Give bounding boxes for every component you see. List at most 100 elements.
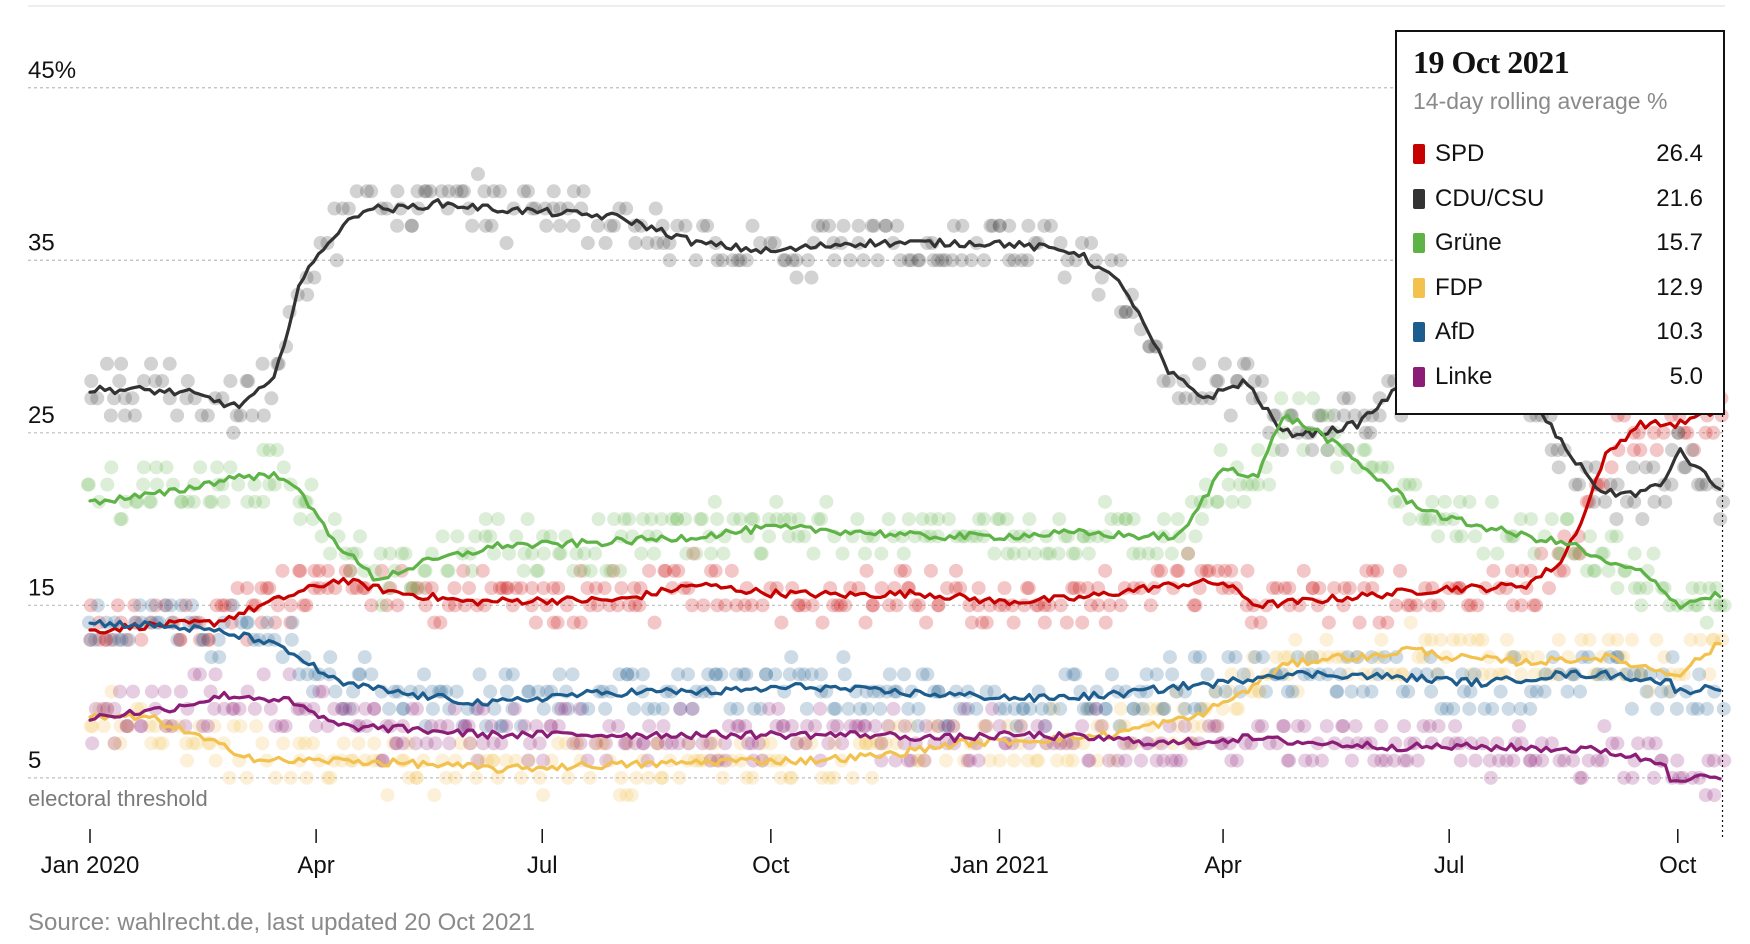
poll-dot — [1336, 391, 1351, 406]
poll-dot — [678, 512, 693, 527]
poll-dot — [962, 598, 977, 613]
poll-dot — [462, 581, 477, 596]
poll-dot — [307, 270, 322, 285]
poll-dot — [121, 719, 136, 734]
poll-dot — [721, 719, 736, 734]
poll-dot — [293, 563, 308, 578]
poll-dot — [1499, 753, 1514, 768]
poll-dot — [551, 581, 566, 596]
poll-dot — [299, 598, 314, 613]
poll-dot — [1253, 615, 1268, 630]
poll-dot — [551, 736, 566, 751]
poll-dot — [612, 788, 627, 803]
poll-dot — [88, 632, 103, 647]
poll-dot — [1276, 719, 1291, 734]
poll-dot — [851, 719, 866, 734]
y-tick-label: 35 — [28, 229, 55, 256]
poll-dot — [478, 512, 493, 527]
poll-dot — [940, 581, 955, 596]
poll-dot — [173, 684, 188, 699]
poll-dot — [1374, 719, 1389, 734]
poll-dot — [396, 701, 411, 716]
poll-dot — [926, 253, 941, 268]
poll-dot — [756, 736, 771, 751]
poll-dot — [878, 218, 893, 233]
poll-dot — [453, 736, 468, 751]
poll-dot — [525, 546, 540, 561]
poll-dot — [671, 563, 686, 578]
poll-dot — [860, 701, 875, 716]
poll-dot — [1296, 563, 1311, 578]
poll-dot — [769, 494, 784, 509]
poll-dot — [889, 598, 904, 613]
poll-dot — [1486, 563, 1501, 578]
poll-dot — [811, 218, 826, 233]
poll-dot — [1470, 632, 1485, 647]
poll-dot — [955, 218, 970, 233]
poll-dot — [1419, 512, 1434, 527]
poll-dot — [1340, 443, 1355, 458]
poll-dot — [343, 563, 358, 578]
poll-dot — [81, 477, 96, 492]
poll-dot — [577, 563, 592, 578]
poll-dot — [402, 770, 417, 785]
poll-dot — [882, 598, 897, 613]
poll-dot — [320, 770, 335, 785]
poll-dot — [1448, 719, 1463, 734]
poll-dot — [1529, 684, 1544, 699]
poll-dot — [478, 529, 493, 544]
poll-dot — [882, 719, 897, 734]
poll-dot — [1434, 701, 1449, 716]
poll-dot — [83, 598, 98, 613]
poll-dot — [835, 736, 850, 751]
poll-dot — [249, 719, 264, 734]
poll-dot — [456, 184, 471, 199]
poll-dot — [490, 770, 505, 785]
poll-dot — [768, 667, 783, 682]
poll-dot — [1422, 512, 1437, 527]
poll-dot — [730, 253, 745, 268]
poll-dot — [395, 736, 410, 751]
poll-dot — [852, 736, 867, 751]
poll-dot — [352, 667, 367, 682]
poll-dot — [957, 753, 972, 768]
poll-dot — [1610, 650, 1625, 665]
poll-dot — [644, 512, 659, 527]
poll-dot — [686, 546, 701, 561]
legend-swatch — [1413, 366, 1425, 387]
poll-dot — [1610, 736, 1625, 751]
poll-dot — [1315, 408, 1330, 423]
poll-dot — [1418, 581, 1433, 596]
poll-dot — [502, 546, 517, 561]
poll-dot — [349, 581, 364, 596]
poll-dot — [901, 253, 916, 268]
poll-dot — [741, 736, 756, 751]
poll-dot — [343, 563, 358, 578]
poll-dot — [335, 201, 350, 216]
poll-dot — [185, 736, 200, 751]
poll-dot — [617, 736, 632, 751]
poll-dot — [961, 701, 976, 716]
poll-dot — [409, 701, 424, 716]
poll-dot — [1126, 701, 1141, 716]
poll-dot — [1649, 443, 1664, 458]
poll-dot — [1156, 701, 1171, 716]
poll-dot — [614, 770, 629, 785]
poll-dot — [1364, 684, 1379, 699]
poll-dot — [1344, 753, 1359, 768]
poll-dot — [200, 719, 215, 734]
poll-dot — [1057, 270, 1072, 285]
poll-dot — [404, 218, 419, 233]
poll-dot — [897, 563, 912, 578]
poll-dot — [1118, 305, 1133, 320]
poll-dot — [1094, 719, 1109, 734]
poll-dot — [1572, 684, 1587, 699]
poll-dot — [127, 408, 142, 423]
poll-dot — [1453, 632, 1468, 647]
poll-dot — [92, 632, 107, 647]
poll-dot — [1006, 753, 1021, 768]
poll-dot — [320, 563, 335, 578]
poll-dot — [417, 184, 432, 199]
poll-dot — [893, 563, 908, 578]
poll-dot — [1604, 529, 1619, 544]
